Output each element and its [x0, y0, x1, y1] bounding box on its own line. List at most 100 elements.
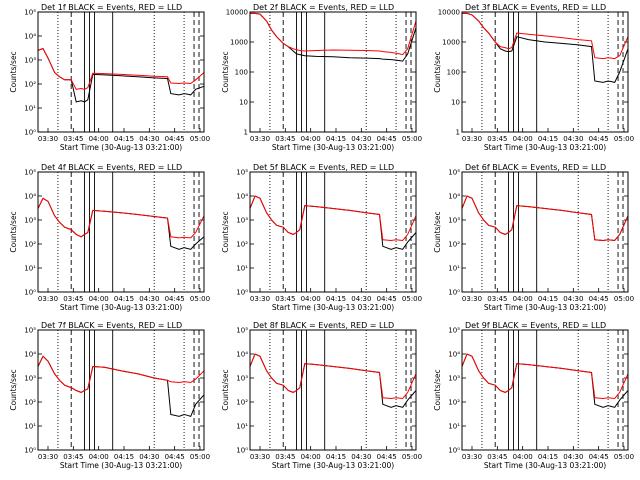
- x-axis-label: Start Time (30-Aug-13 03:21:00): [60, 461, 182, 470]
- y-tick-label: 10⁵: [24, 169, 36, 177]
- x-axis-label: Start Time (30-Aug-13 03:21:00): [484, 303, 606, 312]
- x-tick-label: 05:00: [614, 135, 634, 143]
- y-tick-label: 1000: [230, 39, 248, 47]
- x-tick-label: 04:45: [165, 453, 185, 461]
- panel-det-4f: Det 4f BLACK = Events, RED = LLD 10⁰ 10¹ 10…: [9, 163, 210, 312]
- x-axis-label: Start Time (30-Aug-13 03:21:00): [272, 303, 394, 312]
- panel-det-6f: Det 6f BLACK = Events, RED = LLD 10⁰ 10¹ 10…: [433, 163, 634, 312]
- y-tick-label: 10²: [24, 399, 36, 407]
- y-tick-label: 10³: [236, 375, 248, 383]
- y-axis-label: Counts/sec: [9, 211, 18, 252]
- y-tick-label: 10⁴: [236, 193, 248, 201]
- x-tick-label: 04:45: [165, 295, 185, 303]
- series-events: [37, 355, 205, 418]
- x-tick-label: 03:45: [487, 295, 507, 303]
- x-tick-label: 05:00: [402, 453, 422, 461]
- x-tick-label: 04:00: [513, 135, 533, 143]
- y-tick-label: 10³: [448, 375, 460, 383]
- x-tick-label: 05:00: [614, 295, 634, 303]
- panel-title: Det 9f BLACK = Events, RED = LLD: [465, 321, 606, 330]
- x-tick-label: 03:45: [275, 295, 295, 303]
- y-tick-label: 10²: [448, 241, 460, 249]
- x-tick-label: 03:30: [250, 135, 270, 143]
- panel-title: Det 5f BLACK = Events, RED = LLD: [253, 163, 394, 172]
- series-lld: [461, 353, 629, 400]
- x-tick-label: 04:30: [351, 135, 371, 143]
- x-tick-label: 05:00: [614, 453, 634, 461]
- plot-frame: [249, 329, 417, 451]
- x-tick-label: 04:30: [139, 295, 159, 303]
- x-tick-label: 04:15: [326, 135, 346, 143]
- panel-title: Det 1f BLACK = Events, RED = LLD: [41, 3, 182, 12]
- series-events: [462, 12, 629, 83]
- x-tick-label: 03:45: [63, 453, 83, 461]
- y-axis-label: Counts/sec: [221, 369, 230, 410]
- y-tick-label: 10⁵: [236, 327, 248, 335]
- y-tick-label: 10²: [236, 399, 248, 407]
- x-tick-label: 04:15: [114, 295, 134, 303]
- y-tick-label: 10⁵: [236, 169, 248, 177]
- x-tick-label: 04:15: [538, 295, 558, 303]
- y-tick-label: 10⁰: [236, 289, 248, 297]
- series-lld: [249, 353, 417, 400]
- y-tick-label: 1000: [442, 39, 460, 47]
- y-tick-label: 10³: [24, 217, 36, 225]
- x-tick-label: 04:45: [377, 295, 397, 303]
- x-tick-label: 03:30: [38, 295, 58, 303]
- x-tick-label: 04:30: [139, 135, 159, 143]
- y-axis-label: Counts/sec: [221, 51, 230, 92]
- y-tick-label: 100: [235, 69, 248, 77]
- x-tick-label: 04:45: [165, 135, 185, 143]
- series-events: [37, 47, 205, 103]
- x-tick-label: 03:45: [63, 135, 83, 143]
- x-axis-label: Start Time (30-Aug-13 03:21:00): [272, 461, 394, 470]
- plot-frame: [37, 329, 205, 451]
- x-tick-label: 04:00: [89, 135, 109, 143]
- x-tick-label: 04:15: [114, 453, 134, 461]
- y-tick-label: 10¹: [448, 423, 460, 431]
- y-axis-label: Counts/sec: [433, 51, 442, 92]
- y-tick-label: 10¹: [24, 423, 36, 431]
- y-tick-label: 1: [244, 129, 248, 137]
- x-tick-label: 04:00: [513, 453, 533, 461]
- panel-det-7f: Det 7f BLACK = Events, RED = LLD 10⁰ 10¹ 10…: [9, 321, 210, 470]
- y-tick-label: 10²: [24, 81, 36, 89]
- series-events: [249, 195, 417, 250]
- x-tick-label: 03:30: [250, 453, 270, 461]
- x-tick-label: 03:30: [462, 295, 482, 303]
- series-lld: [37, 47, 205, 90]
- x-axis-label: Start Time (30-Aug-13 03:21:00): [484, 143, 606, 152]
- series-events: [249, 353, 417, 408]
- series-lld: [462, 12, 629, 60]
- x-tick-label: 04:45: [589, 135, 609, 143]
- panel-det-8f: Det 8f BLACK = Events, RED = LLD 10⁰ 10¹ 10…: [221, 321, 422, 470]
- y-tick-label: 10⁵: [448, 169, 460, 177]
- x-tick-label: 03:45: [487, 135, 507, 143]
- y-tick-label: 10²: [448, 399, 460, 407]
- x-tick-label: 04:30: [351, 453, 371, 461]
- y-tick-label: 10¹: [24, 265, 36, 273]
- y-tick-label: 10⁰: [448, 289, 460, 297]
- y-tick-label: 10000: [226, 9, 248, 17]
- x-tick-label: 04:30: [563, 135, 583, 143]
- y-tick-label: 10⁴: [24, 351, 36, 359]
- y-tick-label: 10⁵: [24, 327, 36, 335]
- y-tick-label: 10³: [24, 57, 36, 65]
- panel-det-2f: Det 2f BLACK = Events, RED = LLD 1 10 100 10…: [221, 3, 422, 152]
- series-events: [461, 353, 629, 408]
- plot-frame: [461, 171, 629, 293]
- x-axis-label: Start Time (30-Aug-13 03:21:00): [60, 303, 182, 312]
- x-tick-label: 03:30: [38, 453, 58, 461]
- x-tick-label: 04:30: [563, 295, 583, 303]
- x-tick-label: 03:30: [38, 135, 58, 143]
- y-tick-label: 10³: [448, 217, 460, 225]
- series-lld: [461, 195, 629, 242]
- plot-frame: [249, 171, 417, 293]
- x-tick-label: 04:45: [377, 453, 397, 461]
- x-tick-label: 04:15: [538, 135, 558, 143]
- y-tick-label: 10⁰: [24, 129, 36, 137]
- x-tick-label: 03:45: [63, 295, 83, 303]
- panel-title: Det 7f BLACK = Events, RED = LLD: [41, 321, 182, 330]
- y-tick-label: 10: [239, 99, 248, 107]
- x-tick-label: 04:15: [326, 453, 346, 461]
